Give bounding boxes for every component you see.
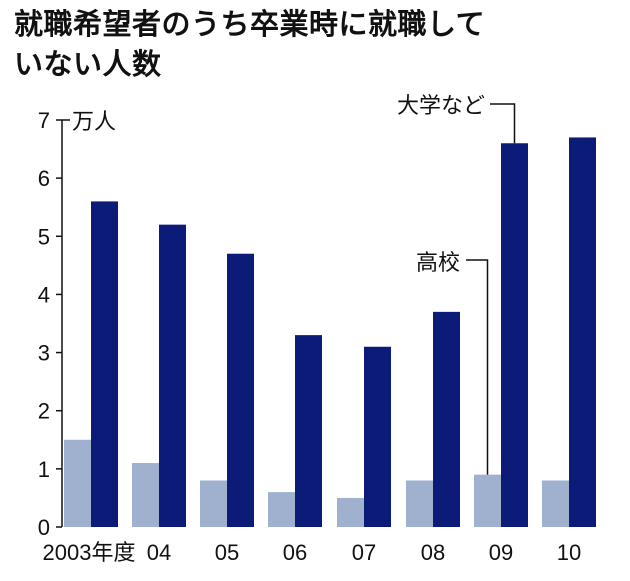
bar-highschool-4	[337, 497, 364, 527]
bar-highschool-2	[200, 480, 227, 527]
bar-university-2	[227, 253, 254, 527]
y-tick-label: 0	[38, 515, 50, 540]
bar-university-3	[295, 335, 322, 527]
y-tick-label: 1	[38, 457, 50, 482]
x-tick-label: 10	[557, 540, 581, 565]
y-tick-label: 7	[38, 108, 50, 133]
bar-university-0	[91, 201, 118, 527]
x-tick-label: 04	[147, 540, 171, 565]
x-tick-label: 05	[215, 540, 239, 565]
y-tick-label: 3	[38, 341, 50, 366]
bar-highschool-1	[132, 463, 159, 527]
unit-label: 万人	[72, 110, 116, 135]
x-tick-label: 09	[489, 540, 513, 565]
annotation-leader-university	[490, 103, 516, 144]
y-tick-label: 5	[38, 224, 50, 249]
annotation-leader-highschool	[466, 259, 489, 475]
bar-highschool-5	[406, 480, 433, 527]
chart-title-line-2: いない人数	[14, 47, 162, 81]
annotation-university: 大学など	[397, 94, 485, 119]
bar-highschool-0	[64, 439, 91, 527]
x-tick-label: 06	[283, 540, 307, 565]
y-tick-label: 6	[38, 166, 50, 191]
bar-highschool-6	[474, 474, 501, 527]
x-tick-label: 2003年度	[43, 540, 136, 565]
bar-university-4	[364, 346, 391, 527]
chart-title-line-1: 就職希望者のうち卒業時に就職して	[14, 7, 486, 41]
bar-university-1	[159, 224, 186, 527]
x-tick-label: 08	[421, 540, 445, 565]
bar-university-6	[501, 143, 528, 527]
y-tick-label: 2	[38, 399, 50, 424]
bar-university-5	[433, 311, 460, 527]
x-tick-label: 07	[352, 540, 376, 565]
bar-highschool-3	[268, 492, 295, 527]
y-tick-label: 4	[38, 282, 50, 307]
annotation-highschool: 高校	[416, 251, 460, 276]
bar-university-7	[569, 137, 596, 527]
bar-highschool-7	[542, 480, 569, 527]
